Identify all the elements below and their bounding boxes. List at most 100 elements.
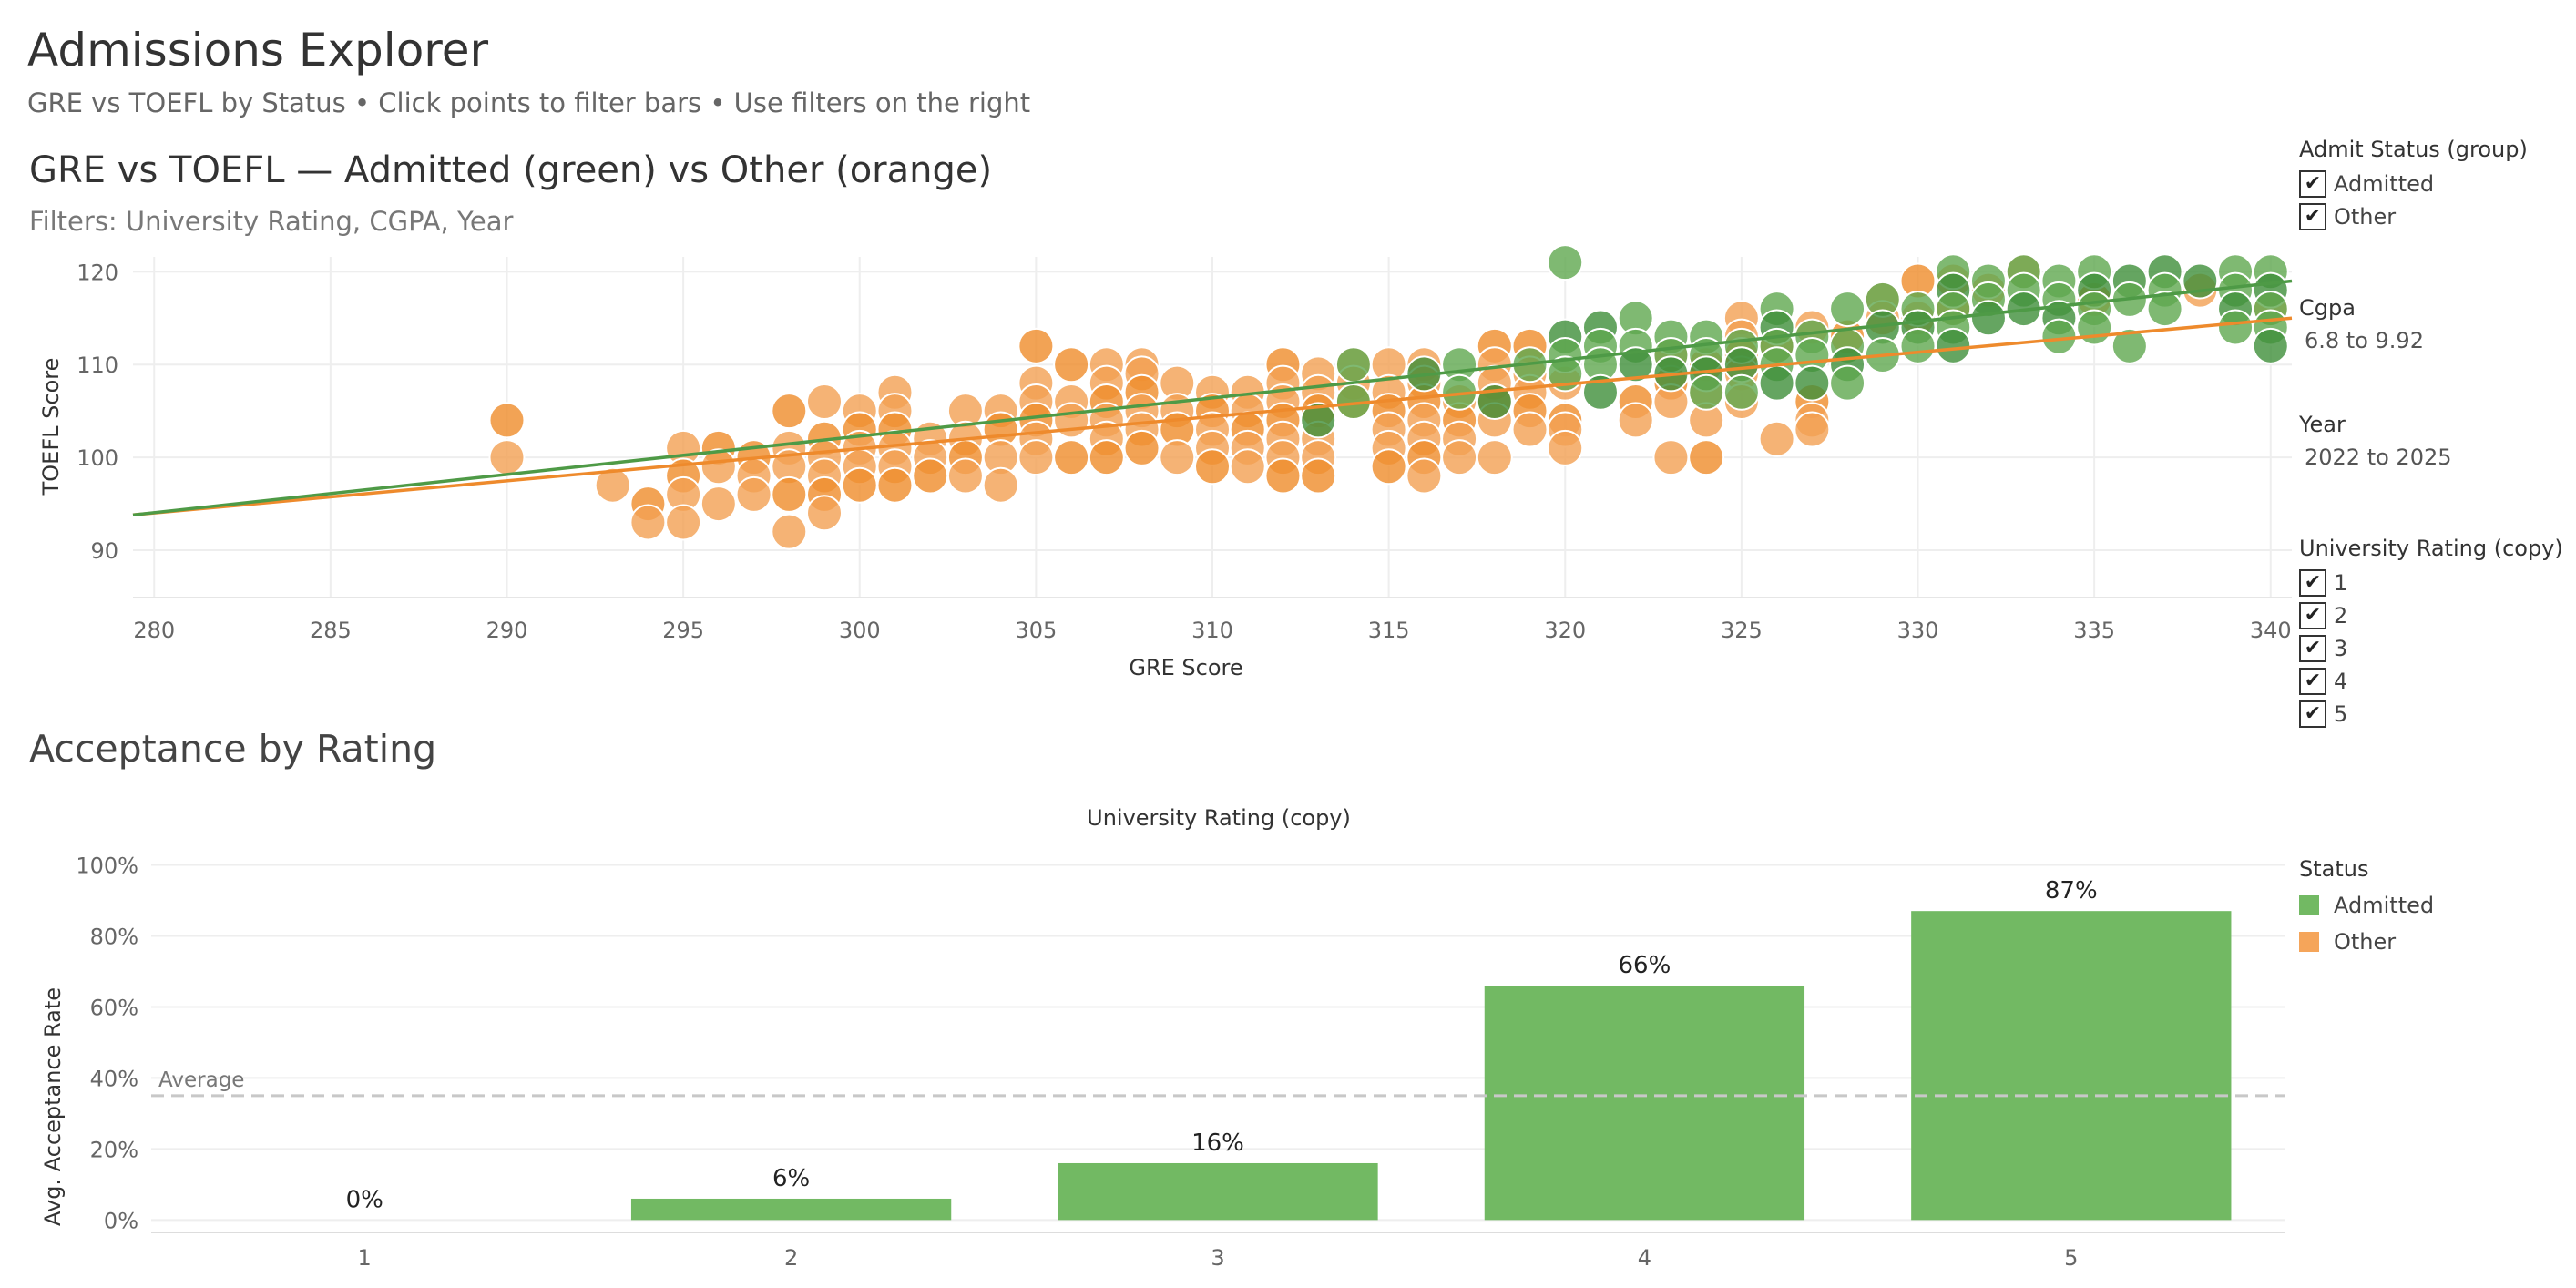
other-point[interactable] xyxy=(771,393,808,430)
other-point[interactable] xyxy=(1794,411,1831,448)
year-range-value[interactable]: 2022 to 2025 xyxy=(2305,445,2452,470)
admitted-point[interactable] xyxy=(1300,402,1337,439)
x-tick-label: 315 xyxy=(1368,618,1410,643)
other-point[interactable] xyxy=(912,457,949,495)
other-point[interactable] xyxy=(700,486,737,523)
checkbox[interactable]: ✔ xyxy=(2299,203,2326,230)
other-point[interactable] xyxy=(1406,457,1443,495)
bar-chart[interactable]: University Rating (copy) Average 0% 6% 16%… xyxy=(0,792,2295,1288)
admitted-point[interactable] xyxy=(1758,364,1795,402)
admitted-point[interactable] xyxy=(1581,373,1619,411)
other-point[interactable] xyxy=(629,504,667,541)
admitted-point[interactable] xyxy=(1935,327,1972,364)
admitted-point[interactable] xyxy=(2076,309,2113,346)
other-point[interactable] xyxy=(1300,457,1337,495)
other-point[interactable] xyxy=(665,504,702,541)
other-point[interactable] xyxy=(1264,457,1302,495)
other-point[interactable] xyxy=(700,448,737,486)
legend-swatch xyxy=(2299,895,2319,915)
other-point[interactable] xyxy=(1547,429,1584,466)
admit_status-option-other[interactable]: ✔ Other xyxy=(2299,200,2572,233)
other-point[interactable] xyxy=(982,466,1019,504)
other-point[interactable] xyxy=(806,495,843,532)
other-point[interactable] xyxy=(841,466,878,504)
admitted-point[interactable] xyxy=(2146,291,2183,328)
other-point[interactable] xyxy=(1159,439,1196,476)
other-point[interactable] xyxy=(771,513,808,550)
other-point[interactable] xyxy=(876,466,914,504)
other-trend-line xyxy=(132,316,2293,517)
legend-label: Admitted xyxy=(2334,893,2435,918)
other-point[interactable] xyxy=(1017,327,1055,364)
university_rating-option-5[interactable]: ✔ 5 xyxy=(2299,698,2572,731)
bar-y-tick-label: 80% xyxy=(90,924,138,949)
other-point[interactable] xyxy=(1053,439,1090,476)
other-point[interactable] xyxy=(1194,448,1231,486)
checkbox-label: Admitted xyxy=(2334,171,2435,197)
scatter-plot[interactable]: 280 285 290 295 300 305 310 315 320 325 330 335 340 … xyxy=(0,246,2295,701)
university_rating-option-2[interactable]: ✔ 2 xyxy=(2299,599,2572,632)
other-point[interactable] xyxy=(1511,411,1549,448)
admitted-point[interactable] xyxy=(1617,346,1654,383)
other-point[interactable] xyxy=(1441,439,1478,476)
other-point[interactable] xyxy=(1017,439,1055,476)
legend-item-admitted[interactable]: Admitted xyxy=(2299,887,2434,924)
university-rating-filter: University Rating (copy) ✔ 1 ✔ 2 ✔ 3 ✔ 4 ✔ 5 xyxy=(2299,536,2572,731)
other-point[interactable] xyxy=(1370,448,1407,486)
bar-rating-3[interactable] xyxy=(1058,1162,1378,1221)
x-tick-label: 340 xyxy=(2250,618,2292,643)
admitted-point[interactable] xyxy=(1829,364,1866,402)
other-point[interactable] xyxy=(1053,346,1090,383)
admitted-point[interactable] xyxy=(1899,327,1937,364)
admit-status-filter: Admit Status (group) ✔ Admitted ✔ Other xyxy=(2299,137,2572,233)
admitted-point[interactable] xyxy=(1547,246,1584,281)
y-tick-label: 110 xyxy=(77,353,118,378)
university_rating-option-3[interactable]: ✔ 3 xyxy=(2299,632,2572,665)
other-point[interactable] xyxy=(488,439,526,476)
other-point[interactable] xyxy=(1476,439,1513,476)
admitted-point[interactable] xyxy=(2217,309,2254,346)
other-point[interactable] xyxy=(946,457,984,495)
admit_status-option-admitted[interactable]: ✔ Admitted xyxy=(2299,168,2572,200)
bar-data-label: 0% xyxy=(346,1186,383,1213)
university-rating-filter-title: University Rating (copy) xyxy=(2299,536,2563,561)
other-point[interactable] xyxy=(1229,448,1266,486)
cgpa-filter[interactable]: Cgpa 6.8 to 9.92 xyxy=(2299,295,2572,353)
admitted-point[interactable] xyxy=(1794,364,1831,402)
checkbox[interactable]: ✔ xyxy=(2299,700,2326,728)
checkbox[interactable]: ✔ xyxy=(2299,569,2326,597)
admitted-point[interactable] xyxy=(1829,291,1866,328)
checkbox[interactable]: ✔ xyxy=(2299,635,2326,662)
other-point[interactable] xyxy=(1123,429,1160,466)
admitted-point[interactable] xyxy=(1688,373,1725,411)
other-point[interactable] xyxy=(1088,439,1125,476)
status-legend: Status Admitted Other xyxy=(2299,856,2434,960)
checkbox[interactable]: ✔ xyxy=(2299,170,2326,198)
year-filter[interactable]: Year 2022 to 2025 xyxy=(2299,412,2572,470)
other-point[interactable] xyxy=(735,475,772,513)
y-axis-label: TOEFL Score xyxy=(38,358,64,496)
other-point[interactable] xyxy=(771,475,808,513)
admitted-point[interactable] xyxy=(2252,327,2289,364)
admitted-point[interactable] xyxy=(2111,327,2148,364)
admitted-point[interactable] xyxy=(1722,373,1760,411)
cgpa-range-value[interactable]: 6.8 to 9.92 xyxy=(2305,328,2424,353)
other-point[interactable] xyxy=(1652,439,1690,476)
legend-item-other[interactable]: Other xyxy=(2299,924,2434,960)
other-point[interactable] xyxy=(1688,439,1725,476)
admitted-point[interactable] xyxy=(1334,346,1372,383)
other-point[interactable] xyxy=(1617,402,1654,439)
university_rating-option-1[interactable]: ✔ 1 xyxy=(2299,567,2572,599)
university_rating-option-4[interactable]: ✔ 4 xyxy=(2299,665,2572,698)
bar-rating-4[interactable] xyxy=(1484,986,1805,1221)
checkbox[interactable]: ✔ xyxy=(2299,668,2326,695)
other-point[interactable] xyxy=(1758,420,1795,457)
other-point[interactable] xyxy=(1053,402,1090,439)
checkbox[interactable]: ✔ xyxy=(2299,602,2326,629)
other-point[interactable] xyxy=(594,466,631,504)
bar-rating-2[interactable] xyxy=(630,1198,952,1221)
bar-rating-5[interactable] xyxy=(1911,911,2232,1221)
admitted-point[interactable] xyxy=(1969,300,2007,337)
other-point[interactable] xyxy=(488,402,526,439)
other-point[interactable] xyxy=(806,383,843,420)
